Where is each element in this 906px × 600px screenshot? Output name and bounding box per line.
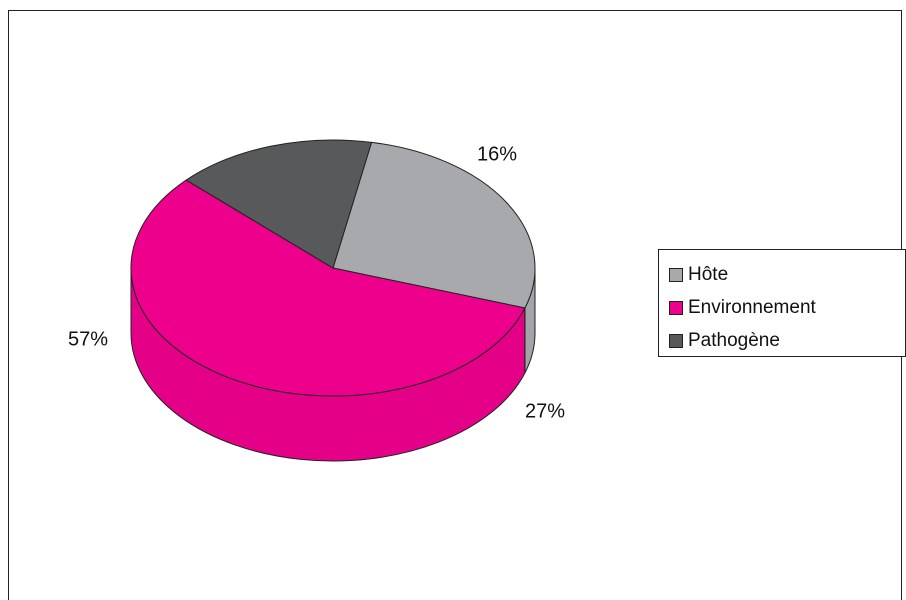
legend-item-environnement: Environnement: [659, 291, 905, 324]
chart-legend: Hôte Environnement Pathogène: [658, 249, 906, 357]
legend-label-environnement: Environnement: [688, 296, 816, 318]
data-label-0: 27%: [525, 400, 565, 422]
legend-item-pathogene: Pathogène: [659, 324, 905, 357]
pie-slice-pathogene: [185, 139, 373, 269]
data-label-1: 57%: [68, 328, 108, 350]
legend-swatch-environnement: [669, 300, 683, 315]
pie-slice-environnement: [130, 179, 526, 397]
legend-label-pathogene: Pathogène: [688, 329, 780, 351]
legend-swatch-pathogene: [669, 333, 683, 348]
legend-swatch-hote: [669, 267, 683, 282]
legend-item-hote: Hôte: [659, 258, 905, 291]
data-label-2: 16%: [477, 143, 517, 165]
legend-label-hote: Hôte: [688, 263, 729, 285]
pie-slice-hote: [332, 141, 536, 309]
